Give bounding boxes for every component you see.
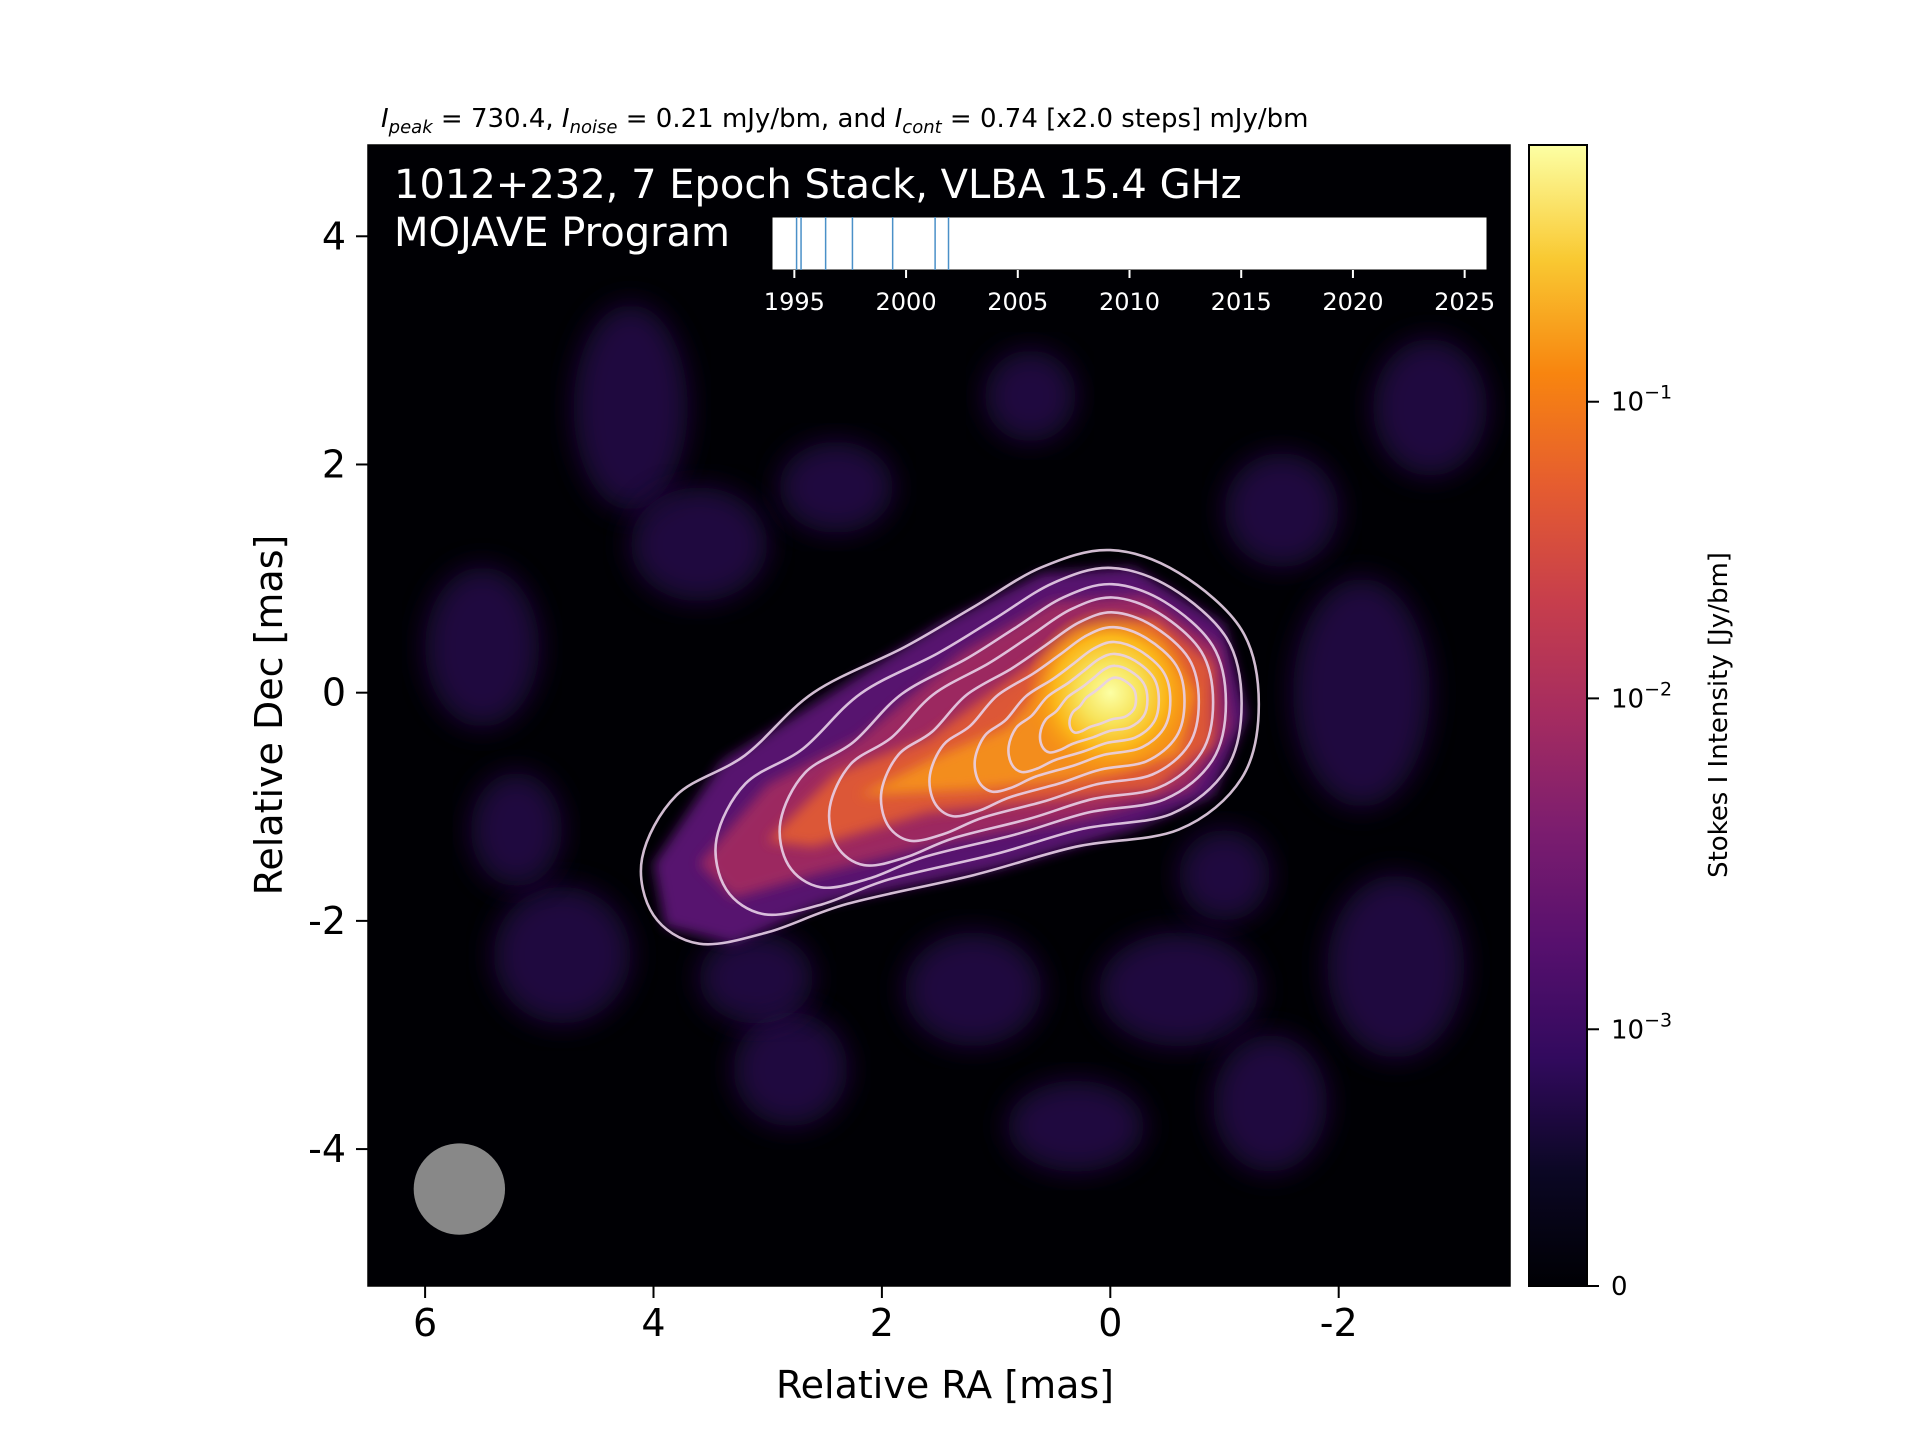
contour-line <box>928 625 1186 818</box>
colorbar <box>1528 144 1588 1287</box>
chart-title: Ipeak = 730.4, Inoise = 0.21 mJy/bm, and… <box>381 104 1308 138</box>
beam-ellipse <box>413 1143 506 1235</box>
y-tick-label: -2 <box>308 899 346 943</box>
noise-patch <box>1327 875 1465 1058</box>
contour-line <box>879 611 1201 843</box>
x-tick-label: 0 <box>1098 1301 1122 1345</box>
timeline-tick-label: 2010 <box>1099 288 1160 316</box>
noise-patch <box>1372 338 1488 476</box>
contour-line <box>714 566 1243 917</box>
noise-patch <box>779 441 894 533</box>
contour-lines <box>639 548 1261 946</box>
noise-patch <box>1007 1080 1145 1172</box>
colorbar-tick-label: 10−2 <box>1611 678 1672 714</box>
y-tick-label: 2 <box>322 442 346 486</box>
map-frame <box>367 144 1511 1287</box>
timeline-tick-label: 2005 <box>987 288 1048 316</box>
x-tick-label: 2 <box>870 1301 894 1345</box>
noise-patch <box>1224 453 1339 568</box>
contour-line <box>1038 664 1149 754</box>
noise-patch <box>1098 932 1259 1047</box>
overlay-title-line2: MOJAVE Program <box>394 210 730 256</box>
contour-line <box>1007 652 1161 774</box>
colorbar-label: Stokes I Intensity [Jy/bm] <box>1704 552 1734 878</box>
x-tick-label: 4 <box>641 1301 665 1345</box>
y-tick-label: -4 <box>308 1127 346 1171</box>
noise-patch <box>1213 1034 1328 1172</box>
x-tick-label: -2 <box>1320 1301 1358 1345</box>
y-tick-label: 0 <box>322 671 346 715</box>
x-axis-label: Relative RA [mas] <box>776 1363 1114 1407</box>
colorbar-tick-label: 10−3 <box>1611 1009 1672 1045</box>
noise-patch <box>425 567 540 727</box>
noise-patch <box>1293 578 1431 807</box>
colorbar-tick-label: 10−1 <box>1611 382 1672 418</box>
contour-line <box>1068 676 1138 735</box>
colorbar-ticks: 0 10−3 10−2 10−1 <box>1587 382 1672 1302</box>
timeline-tick-label: 2000 <box>876 288 937 316</box>
noise-patch <box>573 304 688 511</box>
epoch-timeline: 1995 2000 2005 2010 2015 2020 2025 <box>764 216 1495 316</box>
overlay-title-line1: 1012+232, 7 Epoch Stack, VLBA 15.4 GHz <box>394 162 1242 208</box>
contour-line <box>639 548 1261 946</box>
timeline-tick-label: 2020 <box>1322 288 1383 316</box>
contour-line <box>778 582 1228 890</box>
timeline-tick-label: 1995 <box>764 288 825 316</box>
noise-patch <box>699 932 814 1024</box>
y-tick-label: 4 <box>322 214 346 258</box>
noise-patch <box>493 886 631 1024</box>
y-axis: 4 2 0 -2 -4 <box>308 214 368 1171</box>
noise-patch <box>630 487 768 602</box>
intensity-map <box>368 145 1510 1286</box>
colorbar-tick-label: 0 <box>1611 1272 1628 1302</box>
noise-patch <box>984 350 1077 442</box>
noise-patch <box>904 932 1042 1047</box>
timeline-box <box>771 216 1488 271</box>
noise-patch <box>470 772 563 887</box>
timeline-tick-label: 2025 <box>1434 288 1495 316</box>
x-tick-label: 6 <box>413 1301 437 1345</box>
noise-patches <box>425 304 1488 1172</box>
contour-line <box>827 596 1215 867</box>
y-axis-label: Relative Dec [mas] <box>247 535 291 896</box>
timeline-tick-label: 2015 <box>1211 288 1272 316</box>
noise-patch <box>733 1012 848 1127</box>
contour-line <box>973 640 1172 794</box>
noise-patch <box>1178 829 1271 921</box>
x-axis: 6 4 2 0 -2 <box>413 1286 1358 1345</box>
